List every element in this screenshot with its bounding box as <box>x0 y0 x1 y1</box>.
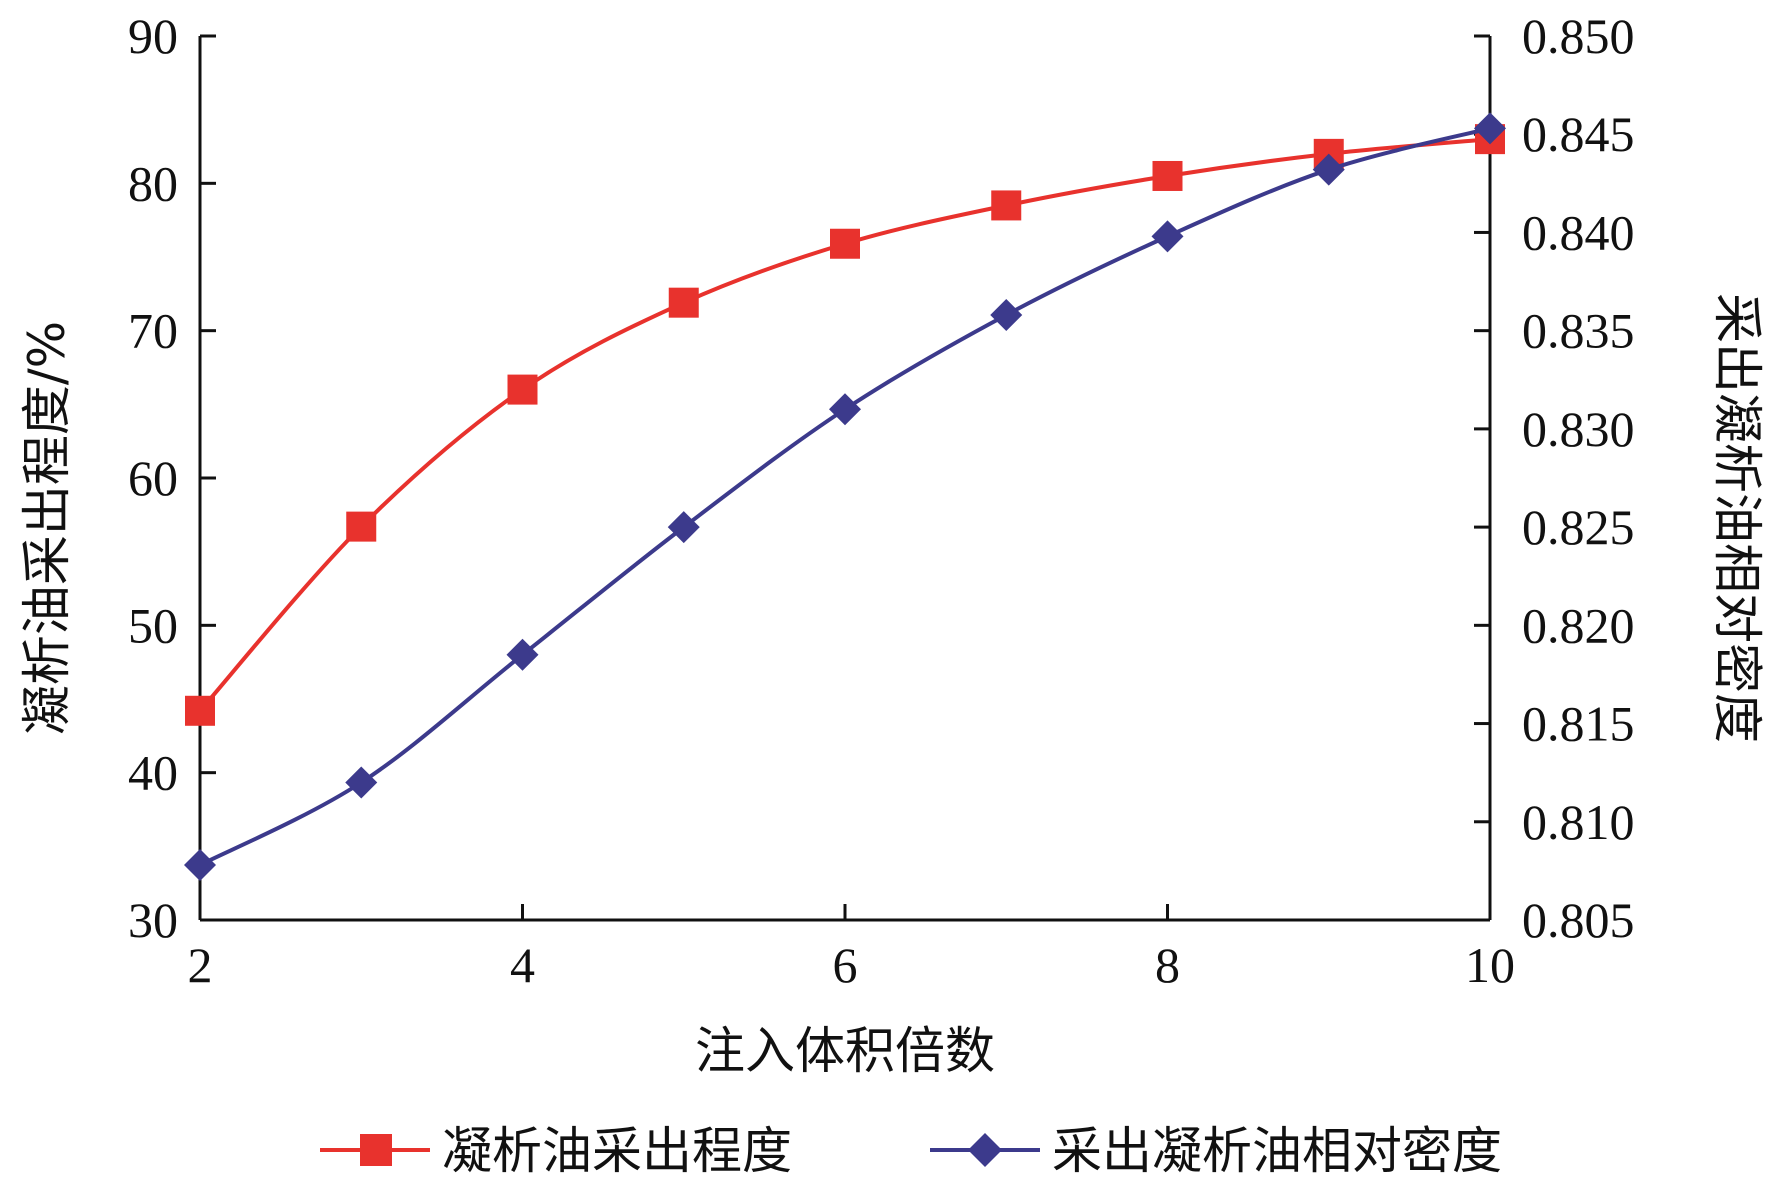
right-y-tick-label: 0.815 <box>1522 696 1635 752</box>
x-tick-label: 10 <box>1465 937 1515 993</box>
series-line-density <box>199 126 1491 867</box>
legend-label-density: 采出凝析油相对密度 <box>1052 1122 1502 1180</box>
density-point <box>1151 220 1184 253</box>
left-y-tick-label: 40 <box>128 745 178 801</box>
right-y-tick-label: 0.810 <box>1522 794 1635 850</box>
series-density <box>184 112 1506 881</box>
right-y-tick-label: 0.840 <box>1522 204 1635 260</box>
legend-label-recovery: 凝析油采出程度 <box>442 1122 792 1180</box>
density-point <box>990 298 1023 331</box>
recovery-point <box>507 374 538 405</box>
x-tick-label: 6 <box>833 937 858 993</box>
left-y-tick-label: 90 <box>128 8 178 64</box>
legend-diamond-marker <box>968 1133 1002 1167</box>
legend-item-recovery: 凝析油采出程度 <box>320 1122 792 1180</box>
left-y-axis-title: 凝析油采出程度/% <box>18 321 76 735</box>
right-y-axis-title: 采出凝析油相对密度 <box>1708 293 1766 743</box>
left-y-tick-label: 60 <box>128 450 178 506</box>
axes <box>198 36 1492 922</box>
x-tick-label: 4 <box>510 937 535 993</box>
series-line-recovery <box>198 137 1491 713</box>
density-point <box>184 848 216 881</box>
recovery-point <box>668 287 699 318</box>
recovery-point <box>1152 160 1183 191</box>
left-y-tick-label: 50 <box>128 597 178 653</box>
density-point <box>829 393 861 426</box>
density-point <box>1312 153 1345 186</box>
right-y-tick-label: 0.805 <box>1522 892 1635 948</box>
right-y-tick-label: 0.845 <box>1522 106 1635 162</box>
left-y-tick-label: 80 <box>128 155 178 211</box>
legend-square-marker <box>360 1134 392 1166</box>
right-y-tick-label: 0.820 <box>1522 597 1635 653</box>
x-axis-title: 注入体积倍数 <box>695 1022 995 1080</box>
right-y-tick-label: 0.835 <box>1522 303 1635 359</box>
legend: 凝析油采出程度 采出凝析油相对密度 <box>320 1122 1502 1180</box>
recovery-point <box>991 190 1022 221</box>
recovery-point <box>185 695 215 726</box>
x-tick-label: 2 <box>188 937 213 993</box>
left-y-tick-label: 70 <box>128 303 178 359</box>
right-y-tick-label: 0.825 <box>1522 499 1635 555</box>
right-y-tick-label: 0.850 <box>1522 8 1635 64</box>
recovery-point <box>346 511 377 542</box>
density-point <box>1474 112 1506 145</box>
x-tick-label: 8 <box>1155 937 1180 993</box>
series-layer <box>184 112 1506 881</box>
right-y-tick-label: 0.830 <box>1522 401 1635 457</box>
ticks: 2 4 6 8 10 30 40 50 60 70 80 90 0.805 0.810 0.815 0.820… <box>128 8 1635 993</box>
left-y-tick-label: 30 <box>128 892 178 948</box>
density-point <box>345 766 378 799</box>
recovery-point <box>830 228 860 259</box>
series-recovery <box>185 124 1505 726</box>
density-point <box>506 638 539 671</box>
legend-item-density: 采出凝析油相对密度 <box>930 1122 1502 1180</box>
density-point <box>667 511 700 544</box>
